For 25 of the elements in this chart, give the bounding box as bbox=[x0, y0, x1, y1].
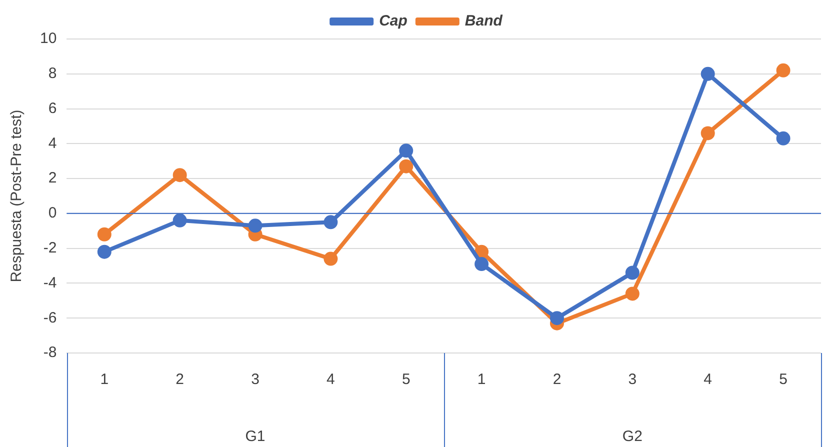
y-tick-label: 8 bbox=[48, 65, 57, 82]
y-axis-title: Respuesta (Post-Pre test) bbox=[8, 110, 26, 282]
x-tick-label: 2 bbox=[552, 371, 562, 388]
x-tick-label: 1 bbox=[477, 371, 486, 388]
x-tick-label: 3 bbox=[251, 371, 260, 388]
y-tick-label: 10 bbox=[40, 30, 57, 48]
legend-label: Band bbox=[464, 12, 504, 30]
y-tick-label: 6 bbox=[48, 100, 57, 117]
text: G2 bbox=[622, 428, 642, 446]
x-tick-label: 5 bbox=[779, 371, 788, 388]
y-tick-label: -2 bbox=[43, 239, 57, 256]
y-tick-label: 2 bbox=[48, 170, 57, 187]
y-tick-label: -6 bbox=[43, 309, 57, 326]
x-tick-label: 2 bbox=[176, 371, 184, 388]
x-tick-label: 5 bbox=[402, 371, 410, 388]
x-tick-label: 1 bbox=[100, 371, 109, 388]
x-tick-label: 4 bbox=[326, 371, 335, 388]
x-tick-label: 3 bbox=[628, 371, 637, 388]
legend-label: Cap bbox=[379, 12, 408, 30]
y-tick-label: 0 bbox=[48, 204, 57, 222]
x-tick-label: 4 bbox=[704, 371, 712, 388]
y-tick-label: -8 bbox=[43, 344, 57, 362]
y-tick-label: -4 bbox=[43, 274, 57, 292]
y-tick-label: 4 bbox=[48, 134, 57, 152]
text: G1 bbox=[245, 428, 266, 446]
